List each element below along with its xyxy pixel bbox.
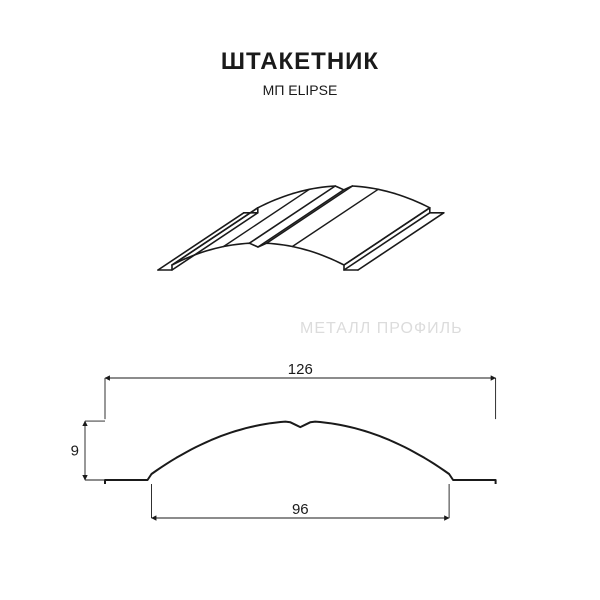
svg-text:19: 19 [70, 443, 79, 460]
isometric-view [140, 120, 460, 310]
svg-text:126: 126 [288, 361, 313, 378]
product-subtitle: МП ELIPSE [0, 82, 600, 98]
cross-section-view: 126 96 19 [70, 360, 530, 540]
isometric-svg [140, 120, 460, 310]
section-svg: 126 96 19 [70, 360, 530, 540]
svg-text:96: 96 [292, 501, 309, 518]
title-block: ШТАКЕТНИК МП ELIPSE [0, 48, 600, 98]
profile-path [105, 422, 496, 480]
watermark-text: МЕТАЛЛ ПРОФИЛЬ [300, 320, 463, 338]
product-title: ШТАКЕТНИК [0, 48, 600, 76]
